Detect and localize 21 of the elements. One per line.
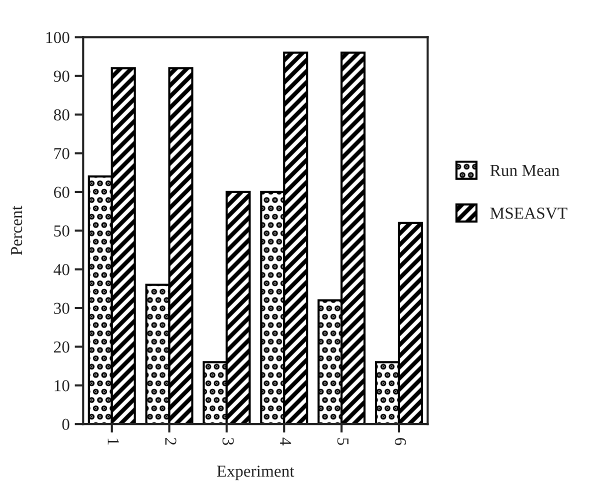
y-tick-label: 60 xyxy=(54,186,70,198)
x-tick-label: 6 xyxy=(394,438,406,446)
y-tick-label: 70 xyxy=(54,148,70,160)
y-axis-title: Percent xyxy=(11,206,22,256)
x-axis-title: Experiment xyxy=(217,466,294,480)
y-tick-label: 30 xyxy=(54,302,70,314)
y-tick-label: 90 xyxy=(54,70,70,82)
y-tick-label: 100 xyxy=(46,32,70,44)
y-tick-label: 10 xyxy=(54,380,70,392)
legend-label: Run Mean xyxy=(490,164,560,176)
x-tick-label: 4 xyxy=(280,438,292,446)
y-tick-label: 0 xyxy=(62,418,70,430)
y-tick-label: 20 xyxy=(54,341,70,353)
x-tick-label: 5 xyxy=(337,438,348,445)
legend-label: MSEASVT xyxy=(490,208,568,219)
x-tick-label: 3 xyxy=(222,438,234,445)
y-tick-label: 50 xyxy=(54,225,70,237)
y-tick-label: 80 xyxy=(54,109,70,121)
y-tick-label: 40 xyxy=(54,264,70,276)
x-tick-label: 1 xyxy=(108,438,119,445)
x-tick-label: 2 xyxy=(165,438,176,445)
